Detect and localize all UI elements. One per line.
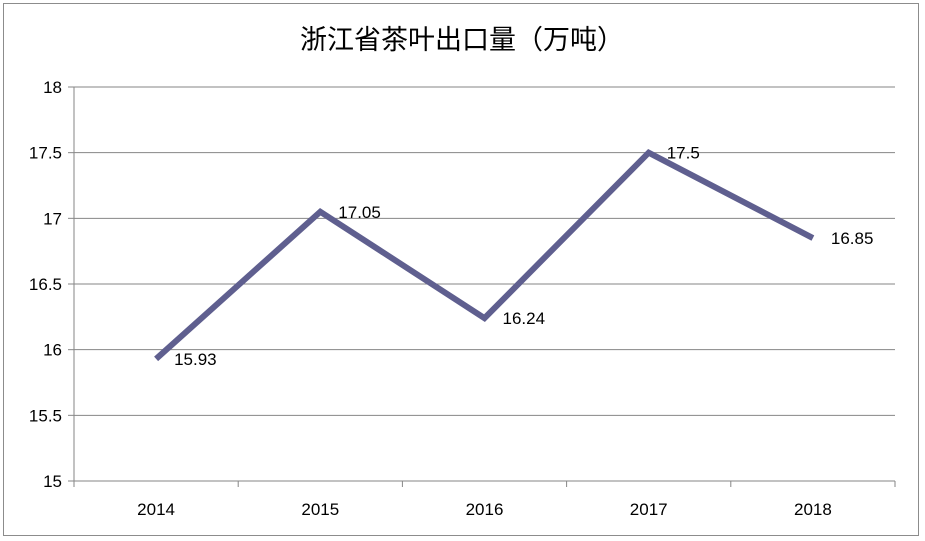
x-tick-label: 2016 xyxy=(466,500,504,519)
x-tick-label: 2015 xyxy=(301,500,339,519)
x-tick-label: 2017 xyxy=(630,500,668,519)
chart-frame xyxy=(3,3,919,536)
data-labels: 15.93 17.05 16.24 17.5 16.85 xyxy=(174,144,873,369)
series-line xyxy=(154,148,815,362)
chart-title: 浙江省茶叶出口量（万吨） xyxy=(300,25,624,56)
data-label: 16.24 xyxy=(503,309,546,328)
data-label: 17.05 xyxy=(338,203,381,222)
series-group xyxy=(154,148,815,362)
x-tick-label: 2018 xyxy=(794,500,832,519)
y-tick-label: 17 xyxy=(43,209,62,228)
y-tick-label: 17.5 xyxy=(29,144,62,163)
y-tick-label: 18 xyxy=(43,78,62,97)
gridlines xyxy=(74,86,895,416)
y-tick-label: 16 xyxy=(43,341,62,360)
x-tick-label: 2014 xyxy=(137,500,175,519)
y-axis-ticks: 15 15.5 16 16.5 17 17.5 18 xyxy=(29,78,74,491)
y-tick-label: 15 xyxy=(43,472,62,491)
y-tick-label: 15.5 xyxy=(29,406,62,425)
data-label: 15.93 xyxy=(174,350,217,369)
data-label: 16.85 xyxy=(831,229,874,248)
x-axis-ticks: 2014 2015 2016 2017 2018 xyxy=(73,481,896,519)
data-label: 17.5 xyxy=(667,144,700,163)
y-tick-label: 16.5 xyxy=(29,275,62,294)
